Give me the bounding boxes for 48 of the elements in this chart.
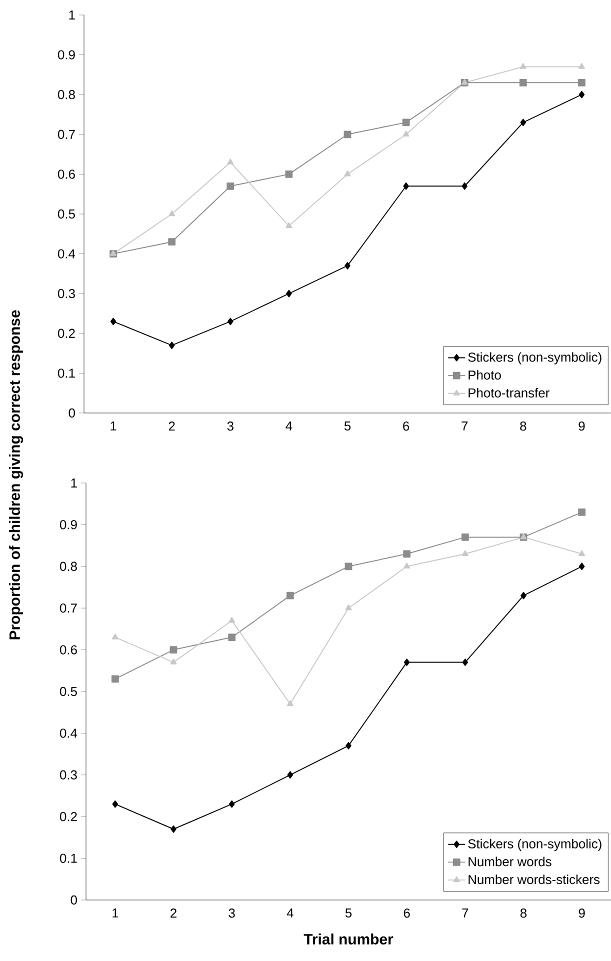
x-tick-label: 1 [112,908,118,918]
y-axis-title: Proportion of children giving correct response [9,310,24,640]
y-tick-label: 0.4 [58,249,76,258]
legend-label: Stickers (non-symbolic) [468,352,602,364]
x-tick-label: 5 [345,908,352,918]
y-tick-label: 0.1 [58,368,75,378]
x-tick-label: 6 [404,908,410,918]
x-tick-label: 3 [227,422,234,431]
x-tick-label: 7 [462,908,468,918]
x-tick-label: 8 [520,422,526,431]
x-tick-label: 2 [170,908,176,918]
legend-label: Number words-stickers [468,874,600,884]
y-tick-label: 0.8 [58,90,75,100]
y-tick-label: 0.6 [60,645,77,654]
x-tick-label: 5 [344,422,351,431]
y-tick-label: 0.4 [60,728,78,738]
x-tick-label: 2 [168,422,175,431]
x-axis-title: Trial number [304,934,394,944]
x-tick-label: 8 [520,908,527,918]
y-tick-label: 0.5 [60,686,77,696]
legend-label: Photo-transfer [468,388,550,398]
y-tick-label: 1 [71,478,77,488]
y-tick-label: 0.2 [60,812,77,822]
y-tick-label: 0.7 [60,604,77,613]
y-tick-label: 0.7 [58,130,75,139]
y-tick-label: 0 [68,408,75,418]
y-tick-label: 0.3 [58,289,75,298]
x-tick-label: 9 [578,908,585,918]
x-tick-label: 3 [228,908,235,918]
x-tick-label: 4 [286,422,292,430]
y-tick-label: 0.1 [60,854,77,863]
y-tick-label: 0.5 [58,209,75,219]
x-tick-label: 6 [403,422,410,431]
y-tick-label: 1 [69,10,75,20]
y-tick-label: 0.8 [60,562,77,571]
y-tick-label: 0 [70,895,77,905]
y-tick-label: 0.2 [58,328,75,338]
y-tick-label: 0.6 [58,170,75,179]
legend-label: Photo [468,370,501,380]
y-tick-label: 0.3 [60,770,77,780]
x-tick-label: 4 [286,908,294,918]
legend-label: Number words [468,856,552,866]
x-tick-label: 7 [462,422,468,430]
x-tick-label: 1 [110,422,116,430]
x-tick-label: 9 [578,422,585,431]
y-tick-label: 0.9 [58,50,75,60]
legend-label: Stickers (non-symbolic) [468,838,602,851]
y-tick-label: 0.9 [60,520,77,530]
